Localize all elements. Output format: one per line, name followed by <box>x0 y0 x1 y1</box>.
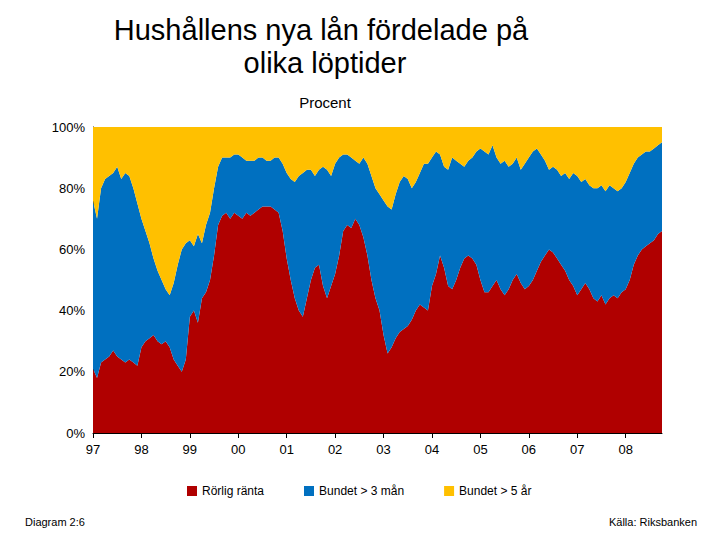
svg-text:98: 98 <box>134 442 148 457</box>
svg-text:06: 06 <box>522 442 536 457</box>
svg-text:Källa: Riksbanken: Källa: Riksbanken <box>609 516 697 528</box>
svg-text:Hushållens nya lån fördelade p: Hushållens nya lån fördelade på <box>114 14 536 46</box>
svg-text:Rörlig ränta: Rörlig ränta <box>202 484 264 498</box>
svg-text:40%: 40% <box>59 303 85 318</box>
svg-text:99: 99 <box>183 442 197 457</box>
svg-text:20%: 20% <box>59 364 85 379</box>
svg-text:80%: 80% <box>59 181 85 196</box>
svg-text:04: 04 <box>425 442 439 457</box>
svg-text:01: 01 <box>279 442 293 457</box>
svg-text:Diagram 2:6: Diagram 2:6 <box>25 516 85 528</box>
svg-text:Bundet > 5 år: Bundet > 5 år <box>459 484 531 498</box>
svg-text:08: 08 <box>618 442 632 457</box>
svg-text:07: 07 <box>570 442 584 457</box>
svg-text:olika löptider: olika löptider <box>244 47 407 79</box>
svg-text:97: 97 <box>86 442 100 457</box>
svg-text:05: 05 <box>473 442 487 457</box>
svg-text:0%: 0% <box>66 426 85 441</box>
svg-text:00: 00 <box>231 442 245 457</box>
svg-text:100%: 100% <box>52 120 86 135</box>
svg-text:02: 02 <box>328 442 342 457</box>
svg-text:60%: 60% <box>59 242 85 257</box>
svg-text:Bundet > 3 mån: Bundet > 3 mån <box>319 484 404 498</box>
svg-text:Procent: Procent <box>299 94 352 111</box>
svg-text:03: 03 <box>376 442 390 457</box>
